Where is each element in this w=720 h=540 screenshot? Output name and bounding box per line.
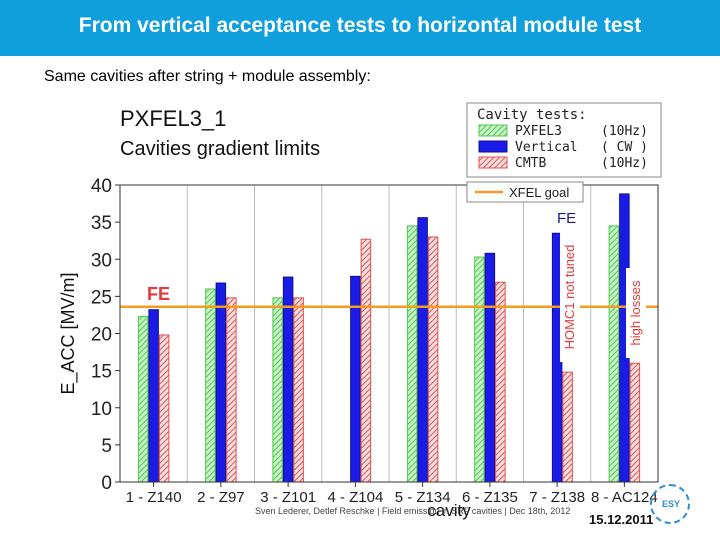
slide-subtitle: Same cavities after string + module asse…	[44, 68, 371, 85]
bar-pxfel3	[137, 315, 149, 483]
bar-vertical	[417, 217, 428, 483]
legend-note-cmtb: (10Hz)	[601, 156, 648, 171]
bar-cmtb	[360, 238, 372, 483]
y-axis-label: E_ACC [MV/m]	[58, 272, 79, 394]
slide-title: From vertical acceptance tests to horizo…	[78, 14, 642, 37]
legend-note-vertical: ( CW )	[601, 140, 648, 155]
legend-note-pxfel3: (10Hz)	[601, 124, 648, 139]
desy-logo-icon	[650, 484, 690, 524]
homc1-label-bg	[560, 232, 580, 362]
y-tick-label: 25	[91, 287, 112, 308]
x-tick-label: 7 - Z138	[529, 489, 585, 506]
legend-label-vertical: Vertical	[515, 140, 578, 155]
bar-vertical	[215, 282, 227, 483]
y-tick-label: 15	[91, 362, 112, 383]
goal-legend-label: XFEL goal	[509, 185, 569, 200]
bar-cmtb	[629, 362, 641, 483]
high-losses-label-bg	[626, 268, 646, 358]
slide-date: 15.12.2011	[589, 512, 654, 527]
fe-annotation-2: FE	[557, 210, 576, 227]
x-tick-label: 2 - Z97	[197, 489, 245, 506]
bar-cmtb	[158, 334, 170, 483]
homc1-annotation: HOMC1 not tuned	[562, 245, 577, 350]
y-tick-label: 20	[91, 325, 112, 346]
fe-label-bg-2	[552, 206, 582, 228]
x-tick-label: 6 - Z135	[462, 489, 518, 506]
legend-swatch-pxfel3	[478, 124, 508, 137]
x-tick-label: 3 - Z101	[260, 489, 316, 506]
high-losses-annotation: high losses	[628, 280, 643, 346]
desy-logo-text: ESY	[662, 499, 681, 509]
goal-legend-box	[466, 181, 584, 203]
fe-annotation: FE	[147, 284, 170, 304]
bar-cmtb	[226, 297, 237, 483]
bar-pxfel3	[205, 288, 216, 483]
bar-pxfel3	[406, 225, 418, 483]
x-tick-label: 8 - AC124	[591, 489, 658, 506]
y-tick-label: 40	[91, 176, 112, 197]
x-axis-label: cavity	[427, 501, 471, 520]
chart-subtitle: Cavities gradient limits	[120, 138, 320, 160]
bar-cmtb	[293, 297, 304, 483]
bar-pxfel3	[608, 225, 620, 483]
bar-cmtb	[495, 281, 506, 483]
y-tick-label: 5	[101, 436, 112, 457]
fe-label-bg	[139, 281, 181, 305]
bar-pxfel3	[272, 297, 283, 483]
bar-pxfel3	[474, 256, 485, 483]
bar-vertical	[484, 252, 496, 483]
y-tick-label: 0	[101, 473, 112, 494]
x-tick-label: 1 - Z140	[126, 489, 182, 506]
legend-label-cmtb: CMTB	[515, 156, 546, 171]
footer-credit: Sven Lederer, Detlef Reschke | Field emi…	[255, 506, 571, 516]
legend-swatch-vertical	[478, 140, 508, 153]
bar-cmtb	[427, 236, 439, 483]
y-tick-label: 35	[91, 213, 112, 234]
legend-label-pxfel3: PXFEL3	[515, 124, 562, 139]
y-tick-label: 30	[91, 250, 112, 271]
x-tick-label: 4 - Z104	[327, 489, 383, 506]
bar-vertical	[148, 309, 159, 483]
legend-swatch-cmtb	[478, 156, 508, 169]
x-tick-label: 5 - Z134	[395, 489, 451, 506]
title-bar: From vertical acceptance tests to horizo…	[0, 0, 720, 56]
bar-cmtb	[562, 371, 573, 483]
chart-title: PXFEL3_1	[120, 106, 226, 131]
legend-title: Cavity tests:	[477, 107, 587, 123]
y-tick-label: 10	[91, 399, 112, 420]
